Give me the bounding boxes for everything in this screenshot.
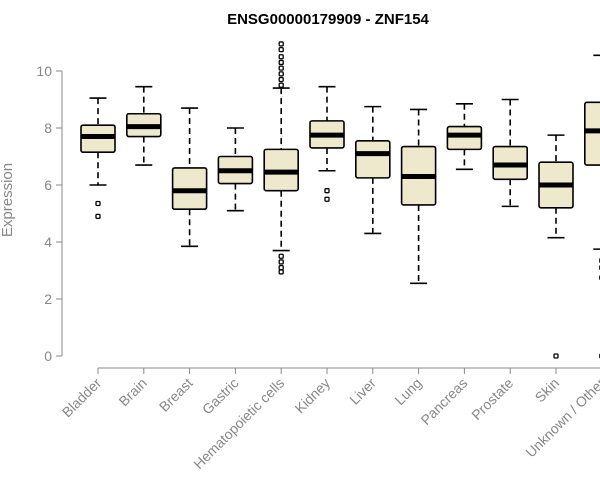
box-3 (217, 127, 254, 212)
box-4 (263, 41, 300, 275)
box-body (354, 140, 391, 179)
outlier-point (324, 188, 330, 194)
box-5 (309, 85, 345, 202)
outlier-point (278, 65, 284, 71)
x-tick-label: Brain (115, 375, 149, 409)
x-tick-label: Liver (346, 375, 379, 408)
outlier-point (278, 253, 284, 259)
x-tick-label: Gastric (199, 375, 242, 418)
x-tick-label: Skin (532, 375, 563, 406)
outlier-point (553, 353, 559, 359)
box-10 (538, 134, 574, 359)
x-tick-label: Kidney (292, 375, 334, 417)
box-2 (171, 107, 208, 248)
x-tick-label: Lung (391, 375, 424, 408)
outlier-point (95, 213, 101, 220)
outlier-point (278, 76, 284, 83)
y-tick-label: 6 (44, 177, 52, 193)
outlier-point (278, 41, 284, 47)
y-tick-label: 10 (36, 63, 52, 79)
x-tick-label: Prostate (468, 375, 516, 423)
box-8 (446, 102, 483, 171)
outlier-point (278, 259, 284, 265)
box-7 (400, 108, 437, 285)
outlier-point (324, 196, 330, 202)
box-9 (492, 98, 529, 208)
box-1 (126, 85, 162, 166)
box-11 (584, 54, 600, 359)
outlier-point (278, 54, 284, 60)
y-axis-label: Expression (0, 163, 16, 237)
x-tick-label: Unknown / Other (522, 375, 600, 461)
outlier-point (278, 82, 284, 88)
x-tick-label: Bladder (59, 375, 105, 421)
x-tick-label: Pancreas (417, 375, 470, 428)
outlier-point (278, 46, 284, 53)
outlier-point (278, 264, 284, 271)
y-tick-label: 0 (44, 348, 52, 364)
box-0 (80, 97, 116, 220)
y-tick-label: 8 (44, 120, 52, 136)
outlier-point (278, 269, 284, 275)
outlier-point (95, 200, 101, 207)
chart-title: ENSG00000179909 - ZNF154 (227, 11, 429, 28)
x-tick-label: Breast (156, 375, 196, 415)
outlier-point (278, 59, 284, 66)
box-body (584, 101, 600, 166)
y-tick-label: 4 (44, 234, 52, 250)
box-6 (354, 105, 391, 235)
box-body (446, 125, 483, 151)
y-tick-label: 2 (44, 291, 52, 307)
x-tick-label: Hematopoietic cells (190, 375, 287, 472)
box-series (80, 41, 600, 359)
outlier-point (278, 71, 284, 77)
